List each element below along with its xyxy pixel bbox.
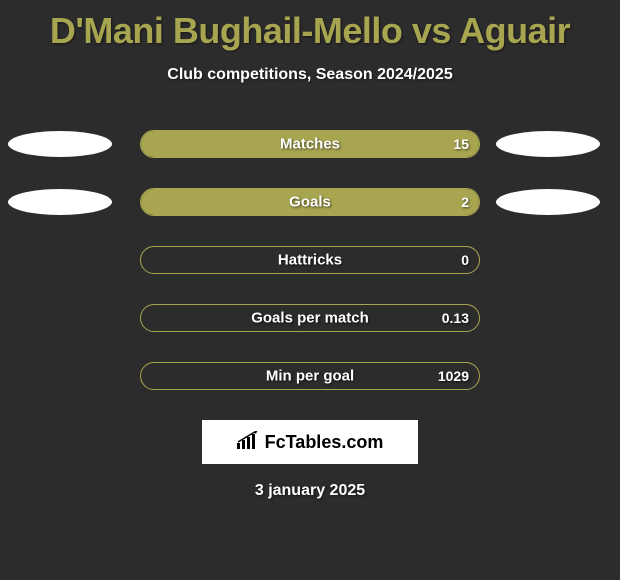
stat-row: Min per goal 1029 [0, 362, 620, 390]
bar-value: 0 [461, 252, 469, 268]
bar-label: Goals per match [251, 310, 369, 327]
bar-track: Matches 15 [140, 130, 480, 158]
bar-label: Min per goal [266, 368, 354, 385]
left-ellipse [8, 189, 112, 215]
page-title: D'Mani Bughail-Mello vs Aguair [0, 0, 620, 52]
bar-value: 15 [453, 136, 469, 152]
bar-track: Goals per match 0.13 [140, 304, 480, 332]
bar-value: 2 [461, 194, 469, 210]
stat-row: Hattricks 0 [0, 246, 620, 274]
bar-label: Hattricks [278, 252, 342, 269]
right-ellipse [496, 131, 600, 157]
bar-label: Goals [289, 194, 331, 211]
bar-value: 1029 [438, 368, 469, 384]
stat-rows: Matches 15 Goals 2 Hattricks 0 Goals per… [0, 130, 620, 390]
bar-value: 0.13 [442, 310, 469, 326]
left-ellipse [8, 131, 112, 157]
subtitle: Club competitions, Season 2024/2025 [0, 66, 620, 84]
stat-row: Goals 2 [0, 188, 620, 216]
stat-row: Goals per match 0.13 [0, 304, 620, 332]
chart-growth-icon [237, 431, 259, 454]
bar-track: Min per goal 1029 [140, 362, 480, 390]
right-ellipse [496, 189, 600, 215]
branding-box: FcTables.com [202, 420, 418, 464]
stat-row: Matches 15 [0, 130, 620, 158]
date-label: 3 january 2025 [0, 482, 620, 500]
branding-label: FcTables.com [265, 432, 384, 453]
bar-track: Hattricks 0 [140, 246, 480, 274]
bar-label: Matches [280, 136, 340, 153]
bar-track: Goals 2 [140, 188, 480, 216]
